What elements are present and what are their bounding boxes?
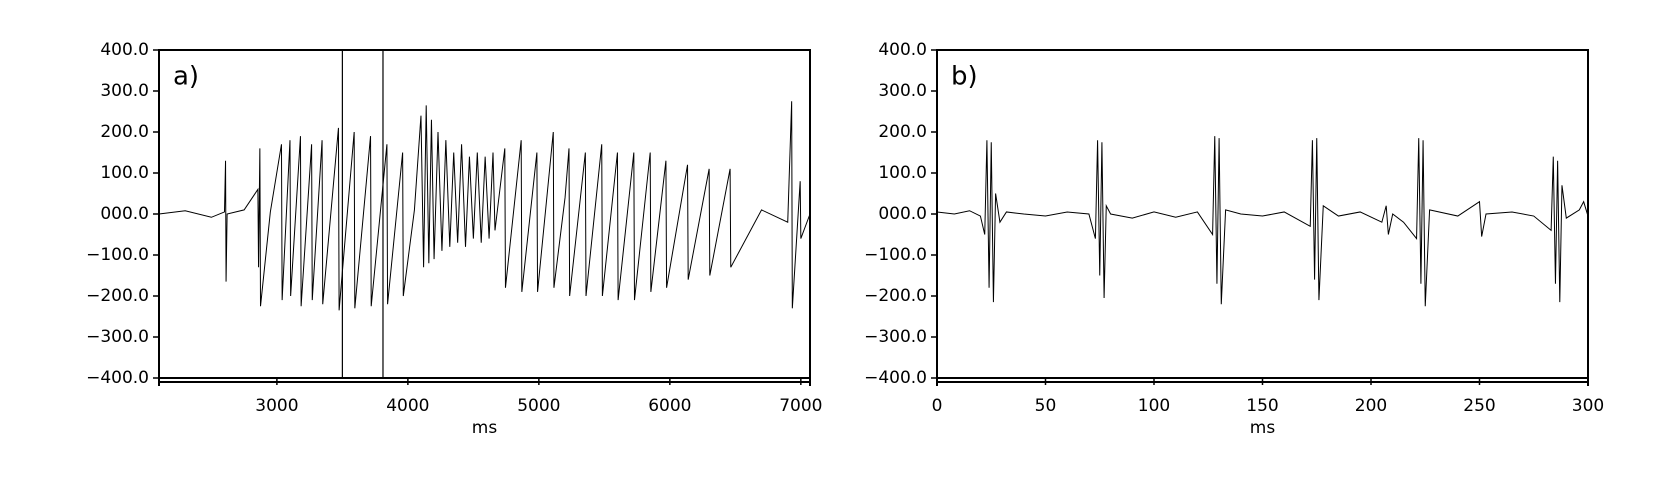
y-tick-label: −400.0 [86,368,149,388]
y-tick-label: −300.0 [864,327,927,347]
x-tick-label: 150 [1246,396,1278,416]
y-tick-label: −200.0 [86,286,149,306]
x-tick-label: 100 [1138,396,1170,416]
x-tick-label: 250 [1463,396,1495,416]
y-tick-label: 000.0 [100,204,149,224]
y-tick-label: −400.0 [864,368,927,388]
x-tick-label: 7000 [779,396,822,416]
x-tick-label: 0 [932,396,943,416]
y-tick-label: 400.0 [100,40,149,60]
y-tick-label: 100.0 [100,163,149,183]
y-tick-label: 000.0 [878,204,927,224]
y-tick-label: 200.0 [878,122,927,142]
signal-trace [158,101,811,311]
x-tick-label: 6000 [648,396,691,416]
x-axis-label: ms [1250,418,1276,438]
y-tick-label: 400.0 [878,40,927,60]
y-tick-label: −200.0 [864,286,927,306]
x-tick-label: 50 [1035,396,1057,416]
signal-trace [936,136,1589,307]
x-tick-label: 200 [1355,396,1387,416]
panel-label: b) [951,62,978,92]
x-axis-label: ms [472,418,498,438]
y-tick-label: 100.0 [878,163,927,183]
plot-frame [158,49,811,379]
y-tick-label: 300.0 [878,81,927,101]
x-tick-label: 4000 [386,396,429,416]
y-tick-label: −300.0 [86,327,149,347]
x-tick-label: 300 [1572,396,1604,416]
panel-label: a) [173,62,199,92]
y-tick-label: −100.0 [864,245,927,265]
x-tick-label: 3000 [255,396,298,416]
x-tick-label: 5000 [517,396,560,416]
y-tick-label: 200.0 [100,122,149,142]
y-tick-label: −100.0 [86,245,149,265]
plot-frame [936,49,1589,379]
y-tick-label: 300.0 [100,81,149,101]
